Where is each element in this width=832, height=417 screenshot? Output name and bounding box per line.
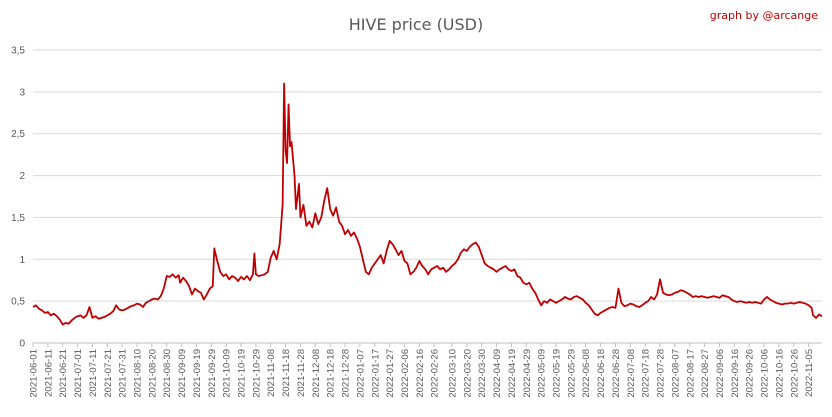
x-tick-label: 2022-07-08 — [626, 349, 637, 398]
x-tick-label: 2022-05-09 — [537, 349, 548, 398]
y-tick-label: 1,5 — [11, 213, 25, 224]
x-tick-label: 2022-08-27 — [700, 349, 711, 398]
x-tick-label: 2022-01-07 — [355, 349, 366, 398]
chart-title: HIVE price (USD) — [349, 15, 483, 34]
x-tick-label: 2022-07-18 — [641, 349, 652, 398]
x-tick-label: 2022-09-26 — [745, 349, 756, 398]
x-tick-label: 2021-10-29 — [251, 349, 262, 398]
x-tick-label: 2022-03-20 — [462, 349, 473, 398]
x-tick-label: 2022-10-26 — [789, 349, 800, 398]
x-tick-label: 2021-11-08 — [266, 349, 277, 397]
x-tick-label: 2022-06-08 — [581, 349, 592, 398]
x-tick-label: 2022-09-16 — [730, 349, 741, 398]
y-tick-label: 3,5 — [11, 46, 25, 57]
chart-credit: graph by @arcange — [710, 9, 818, 22]
x-tick-label: 2021-09-19 — [192, 349, 203, 398]
x-tick-label: 2022-04-19 — [507, 349, 518, 398]
x-tick-label: 2022-02-16 — [415, 349, 426, 398]
y-tick-label: 0,5 — [11, 297, 25, 308]
grid-layer — [33, 49, 822, 344]
x-tick-label: 2022-03-30 — [477, 349, 488, 398]
x-tick-label: 2022-10-06 — [760, 349, 771, 398]
x-tick-label: 2021-07-01 — [73, 349, 84, 398]
x-tick-label: 2021-12-08 — [311, 349, 322, 398]
x-tick-label: 2021-12-18 — [326, 349, 337, 398]
x-tick-label: 2021-06-21 — [58, 349, 69, 398]
x-tick-label: 2022-01-17 — [370, 349, 381, 398]
x-tick-label: 2021-07-31 — [118, 349, 129, 398]
y-axis-ticks: 0 0,5 1 1,5 2 2,5 3 3,5 — [11, 46, 25, 350]
x-tick-label: 2021-11-18 — [281, 349, 292, 397]
x-tick-label: 2022-05-19 — [552, 349, 563, 398]
x-tick-label: 2022-01-27 — [385, 349, 396, 398]
x-tick-label: 2021-11-28 — [296, 349, 307, 397]
price-line — [32, 82, 823, 326]
x-tick-label: 2022-05-29 — [566, 349, 577, 398]
x-tick-label: 2021-10-09 — [222, 349, 233, 398]
x-tick-label: 2022-06-28 — [611, 349, 622, 398]
x-tick-label: 2022-10-16 — [774, 349, 785, 398]
x-tick-label: 2022-04-29 — [522, 349, 533, 398]
y-tick-label: 0 — [19, 339, 25, 350]
x-tick-label: 2021-07-11 — [88, 349, 99, 397]
x-tick-label: 2022-06-18 — [596, 349, 607, 398]
x-tick-label: 2022-02-26 — [430, 349, 441, 398]
x-tick-label: 2022-02-06 — [400, 349, 411, 398]
x-tick-label: 2022-03-10 — [448, 349, 459, 398]
x-tick-label: 2022-08-17 — [685, 349, 696, 398]
series-layer — [32, 82, 823, 326]
y-tick-label: 2 — [19, 171, 25, 182]
x-tick-label: 2021-07-21 — [103, 349, 114, 398]
y-tick-label: 1 — [19, 255, 25, 266]
x-tick-label: 2021-08-30 — [162, 349, 173, 398]
x-tick-label: 2021-09-09 — [177, 349, 188, 398]
x-tick-label: 2022-07-28 — [656, 349, 667, 398]
x-tick-label: 2021-12-28 — [341, 349, 352, 398]
x-tick-label: 2021-06-01 — [29, 349, 40, 398]
x-tick-label: 2022-11-05 — [804, 349, 815, 397]
x-tick-label: 2021-10-19 — [237, 349, 248, 398]
x-tick-label: 2021-08-20 — [147, 349, 158, 398]
x-tick-label: 2022-04-09 — [492, 349, 503, 398]
x-tick-label: 2021-09-29 — [207, 349, 218, 398]
x-tick-label: 2021-06-11 — [43, 349, 54, 397]
x-axis-ticks: 2021-06-01 2021-06-11 2021-06-21 2021-07-01… — [29, 343, 815, 398]
x-tick-label: 2021-08-10 — [133, 349, 144, 398]
x-tick-label: 2022-09-06 — [715, 349, 726, 398]
y-tick-label: 2,5 — [11, 129, 25, 140]
x-tick-label: 2022-08-07 — [670, 349, 681, 398]
y-tick-label: 3 — [19, 87, 25, 98]
